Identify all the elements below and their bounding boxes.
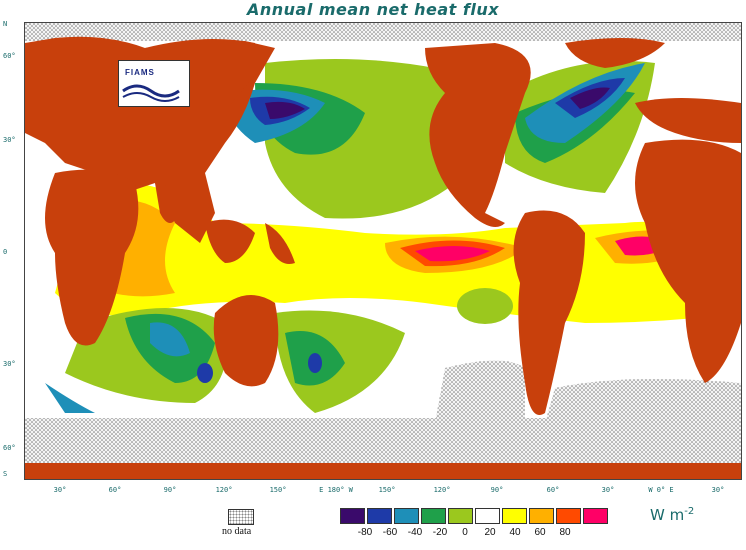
- unit-label: W m-2: [650, 506, 694, 524]
- legend-swatch-3: [421, 508, 446, 524]
- south-africa-blue: [45, 383, 95, 413]
- gulf-stream-max-loss: [570, 87, 610, 109]
- legend-tick-8: 80: [559, 527, 571, 538]
- south-pacific-lightgreen: [457, 288, 513, 324]
- greenland-land: [565, 38, 665, 68]
- legend-tick-4: 0: [462, 527, 468, 538]
- legend-swatch-1: [367, 508, 392, 524]
- lat-label-60n: 60°: [3, 52, 16, 60]
- wave-icon: [122, 84, 180, 102]
- maritime-continent-land: [205, 219, 255, 263]
- heat-flux-map: FIAMS: [24, 22, 742, 480]
- no-data-swatch: [228, 509, 254, 525]
- map-title: Annual mean net heat flux: [246, 0, 500, 19]
- legend-swatch-2: [394, 508, 419, 524]
- no-data-label: no data: [222, 526, 252, 537]
- legend-swatch-0: [340, 508, 365, 524]
- new-guinea-land: [265, 223, 295, 264]
- legend-swatch-7: [529, 508, 554, 524]
- south-indian-darkblue: [197, 363, 213, 383]
- lon-label-150e: 150°: [269, 486, 287, 494]
- lat-label-30n: 30°: [3, 136, 16, 144]
- legend-tick-6: 40: [509, 527, 521, 538]
- lon-label-30w: 30°: [601, 486, 615, 494]
- legend-swatch-5: [475, 508, 500, 524]
- lat-label-30s: 30°: [3, 360, 16, 368]
- color-legend: [340, 508, 610, 524]
- lon-label-120w: 120°: [433, 486, 451, 494]
- no-data-south-pacific: [435, 360, 525, 423]
- tasman-darkblue: [308, 353, 322, 373]
- pacific-magenta-max: [415, 246, 490, 262]
- legend-tick-3: -20: [432, 527, 448, 538]
- north-america-land: [425, 43, 531, 227]
- india-land: [155, 183, 180, 223]
- lon-label-30e: 30°: [53, 486, 67, 494]
- no-data-north: [25, 23, 741, 41]
- lon-label-60w: 60°: [546, 486, 560, 494]
- africa-land: [45, 169, 139, 346]
- legend-swatch-8: [556, 508, 581, 524]
- unit-text: W m: [650, 506, 685, 524]
- legend-tick-0: -80: [357, 527, 373, 538]
- europe-land: [635, 98, 741, 143]
- legend-swatch-9: [583, 508, 608, 524]
- lon-label-30e-right: 30°: [711, 486, 725, 494]
- lon-label-0: W 0° E: [648, 486, 674, 494]
- kuroshio-max-loss: [265, 101, 305, 119]
- lat-label-n: N: [3, 20, 8, 28]
- lon-label-90w: 90°: [490, 486, 504, 494]
- legend-swatch-4: [448, 508, 473, 524]
- lon-label-150w: 150°: [378, 486, 396, 494]
- legend-tick-7: 60: [534, 527, 546, 538]
- map-svg: [25, 23, 741, 479]
- south-america-land: [513, 210, 585, 415]
- lat-label-s: S: [3, 470, 8, 478]
- lon-label-90e: 90°: [163, 486, 177, 494]
- lat-label-60s: 60°: [3, 444, 16, 452]
- lon-label-60e: 60°: [108, 486, 122, 494]
- agulhas-blue: [150, 322, 190, 357]
- legend-tick-2: -40: [407, 527, 423, 538]
- lat-label-equator: 0: [3, 248, 8, 256]
- lon-label-120e: 120°: [215, 486, 233, 494]
- legend-tick-5: 20: [484, 527, 496, 538]
- australia-land: [213, 295, 279, 387]
- unit-exponent: -2: [684, 506, 695, 517]
- africa-east-land: [635, 139, 741, 383]
- legend-swatch-6: [502, 508, 527, 524]
- legend-tick-1: -60: [382, 527, 398, 538]
- antarctica-land: [25, 463, 741, 479]
- fiams-logo-text: FIAMS: [125, 68, 155, 77]
- fiams-logo: FIAMS: [118, 60, 190, 107]
- no-data-south-atlantic: [545, 379, 741, 423]
- lon-label-180: E 180° W: [319, 486, 353, 494]
